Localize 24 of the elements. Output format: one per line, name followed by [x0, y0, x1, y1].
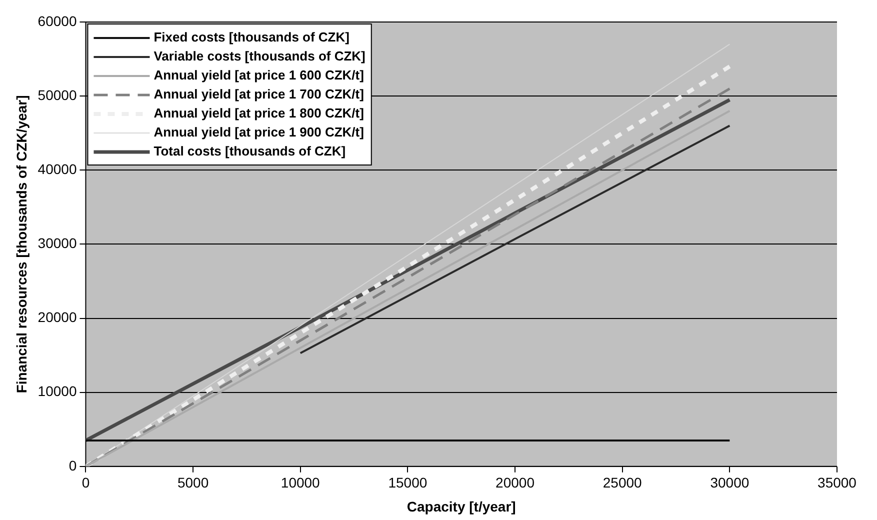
y-tick-label: 50000 — [38, 86, 77, 103]
x-tick-label: 5000 — [177, 474, 209, 491]
y-tick-label: 20000 — [38, 309, 77, 326]
legend-label: Total costs [thousands of CZK] — [154, 144, 346, 159]
x-tick-label: 30000 — [710, 474, 750, 491]
legend-label: Fixed costs [thousands of CZK] — [154, 30, 350, 45]
y-tick-label: 30000 — [38, 235, 77, 252]
x-tick-label: 15000 — [388, 474, 428, 491]
x-tick-label: 0 — [82, 474, 90, 491]
x-axis-title: Capacity [t/year] — [406, 498, 516, 514]
x-tick-label: 25000 — [602, 474, 642, 491]
legend-label: Variable costs [thousands of CZK] — [154, 48, 366, 64]
legend-label: Annual yield [at price 1 600 CZK/t] — [154, 68, 364, 83]
y-tick-label: 40000 — [38, 160, 77, 177]
y-tick-label: 0 — [68, 457, 77, 474]
y-axis-title: Financial resources [thousands of CZK/year] — [13, 95, 30, 394]
y-tick-label: 60000 — [38, 12, 77, 29]
x-tick-label: 35000 — [818, 474, 857, 491]
y-tick-label: 10000 — [38, 383, 77, 400]
x-tick-label: 10000 — [280, 474, 320, 491]
legend-label: Annual yield [at price 1 700 CZK/t] — [154, 86, 364, 102]
legend-label: Annual yield [at price 1 800 CZK/t] — [154, 106, 364, 121]
legend-label: Annual yield [at price 1 900 CZK/t] — [154, 124, 364, 140]
x-tick-label: 20000 — [496, 474, 535, 491]
